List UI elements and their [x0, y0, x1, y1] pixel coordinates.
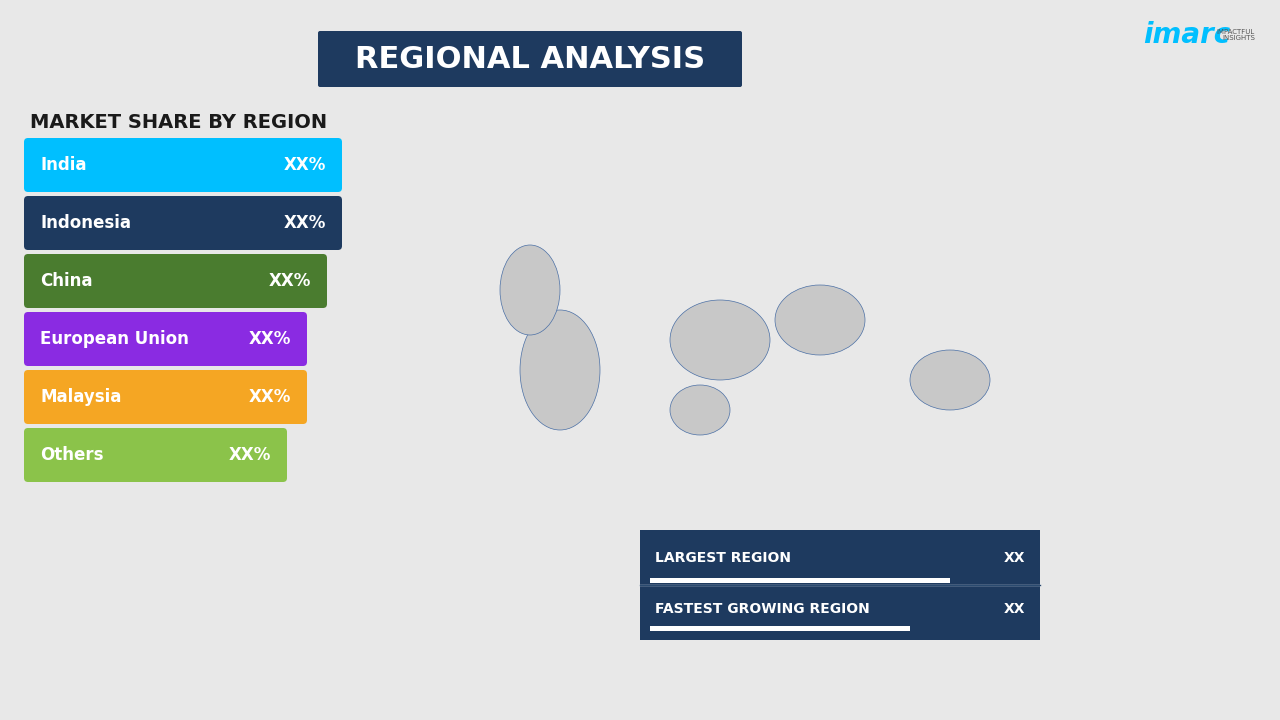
Ellipse shape	[910, 350, 989, 410]
Ellipse shape	[669, 385, 730, 435]
Text: Others: Others	[40, 446, 104, 464]
Text: XX%: XX%	[284, 214, 326, 232]
Text: FASTEST GROWING REGION: FASTEST GROWING REGION	[655, 602, 869, 616]
FancyBboxPatch shape	[24, 196, 342, 250]
FancyBboxPatch shape	[390, 120, 1251, 640]
Text: XX%: XX%	[248, 330, 291, 348]
Text: MARKET SHARE BY REGION: MARKET SHARE BY REGION	[29, 112, 328, 132]
FancyBboxPatch shape	[24, 138, 342, 192]
Text: European Union: European Union	[40, 330, 189, 348]
Ellipse shape	[669, 300, 771, 380]
FancyBboxPatch shape	[317, 31, 742, 87]
Text: IMPACTFUL
INSIGHTS: IMPACTFUL INSIGHTS	[1217, 29, 1254, 42]
Text: India: India	[40, 156, 87, 174]
FancyBboxPatch shape	[640, 530, 1039, 640]
Ellipse shape	[774, 285, 865, 355]
FancyBboxPatch shape	[24, 370, 307, 424]
Text: REGIONAL ANALYSIS: REGIONAL ANALYSIS	[355, 45, 705, 73]
FancyBboxPatch shape	[24, 312, 307, 366]
Text: XX: XX	[1004, 602, 1025, 616]
Text: imarc: imarc	[1143, 21, 1230, 49]
Text: XX%: XX%	[248, 388, 291, 406]
Text: Indonesia: Indonesia	[40, 214, 131, 232]
Text: XX: XX	[1004, 551, 1025, 564]
FancyBboxPatch shape	[24, 254, 326, 308]
Text: LARGEST REGION: LARGEST REGION	[655, 551, 791, 564]
Text: XX%: XX%	[229, 446, 271, 464]
Text: China: China	[40, 272, 92, 290]
Text: Malaysia: Malaysia	[40, 388, 122, 406]
Text: XX%: XX%	[269, 272, 311, 290]
Ellipse shape	[500, 245, 561, 335]
Text: XX%: XX%	[284, 156, 326, 174]
FancyBboxPatch shape	[650, 578, 950, 583]
FancyBboxPatch shape	[650, 626, 910, 631]
FancyBboxPatch shape	[24, 428, 287, 482]
Ellipse shape	[520, 310, 600, 430]
